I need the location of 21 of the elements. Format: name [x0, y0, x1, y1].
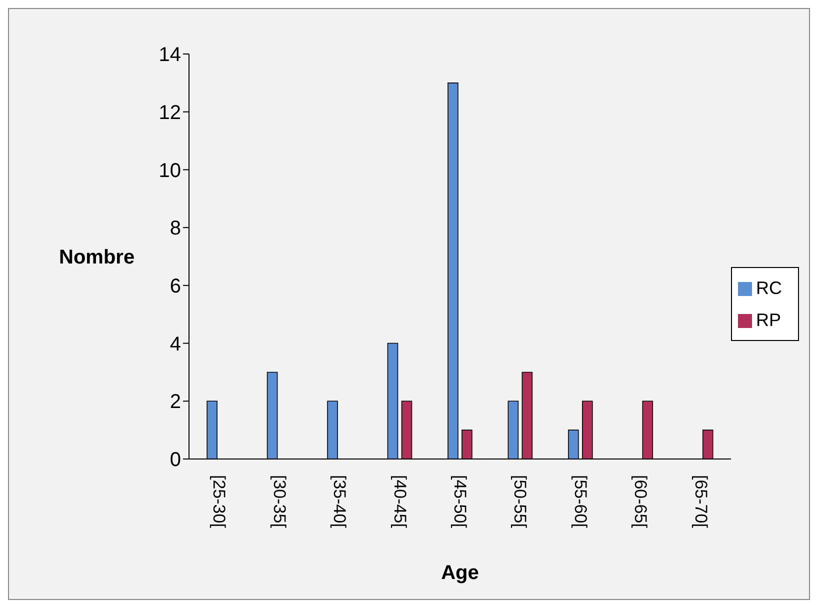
x-tick-label: [40-45[	[390, 475, 410, 528]
x-tick-label: [50-55[	[510, 475, 530, 528]
x-tick-label: [35-40[	[330, 475, 350, 528]
y-tick-label: 12	[158, 102, 181, 124]
x-tick-label: [45-50[	[450, 475, 470, 528]
x-tick-label: [25-30[	[210, 475, 229, 528]
y-axis-title: Nombre	[59, 246, 135, 269]
y-tick-label: 8	[170, 218, 181, 240]
x-tick-label: [30-35[	[270, 475, 289, 528]
legend-label: RC	[756, 278, 782, 298]
y-tick-label: 10	[158, 160, 181, 182]
y-tick-label: 4	[170, 333, 181, 356]
x-tick-label: [60-65[	[631, 475, 650, 528]
legend-label: RP	[756, 310, 782, 330]
x-tick-label: [65-70[	[691, 475, 710, 528]
y-tick-label: 0	[170, 449, 181, 472]
x-tick-label: [55-60[	[570, 475, 590, 528]
y-tick-label: 2	[170, 391, 181, 414]
y-tick-label: 6	[170, 276, 181, 298]
y-tick-label: 14	[158, 44, 181, 66]
x-axis-title: Age	[441, 562, 479, 584]
